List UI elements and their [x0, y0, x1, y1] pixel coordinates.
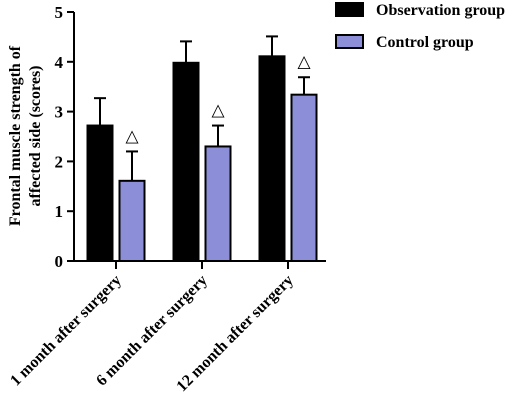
significance-marker: △ — [211, 101, 225, 121]
bar — [86, 124, 114, 262]
y-tick-label: 5 — [55, 3, 64, 22]
y-axis-label-line: affected side (scores) — [27, 66, 44, 207]
bar — [290, 93, 318, 262]
bar — [258, 55, 286, 262]
legend-swatch — [335, 34, 364, 49]
legend-label: Observation group — [376, 2, 505, 19]
y-axis: 0 1 2 3 4 5 — [55, 3, 75, 271]
significance-marker: △ — [125, 126, 139, 146]
y-axis-label-line: Frontal muscle strength of — [7, 45, 24, 226]
bar — [118, 179, 146, 263]
legend-label: Control group — [376, 34, 474, 51]
bar — [172, 61, 200, 262]
significance-marker: △ — [297, 52, 311, 72]
legend: Observation group Control group — [335, 2, 505, 51]
y-tick-label: 3 — [55, 103, 64, 122]
y-tick-label: 1 — [55, 202, 64, 221]
y-axis-label: Frontal muscle strength of affected side … — [7, 45, 44, 226]
bar — [204, 145, 232, 263]
y-tick-label: 4 — [55, 53, 64, 72]
y-tick-label: 2 — [55, 152, 64, 171]
legend-swatch — [335, 2, 364, 17]
bars: △ △ △ — [86, 35, 318, 263]
y-tick-label: 0 — [55, 252, 64, 271]
